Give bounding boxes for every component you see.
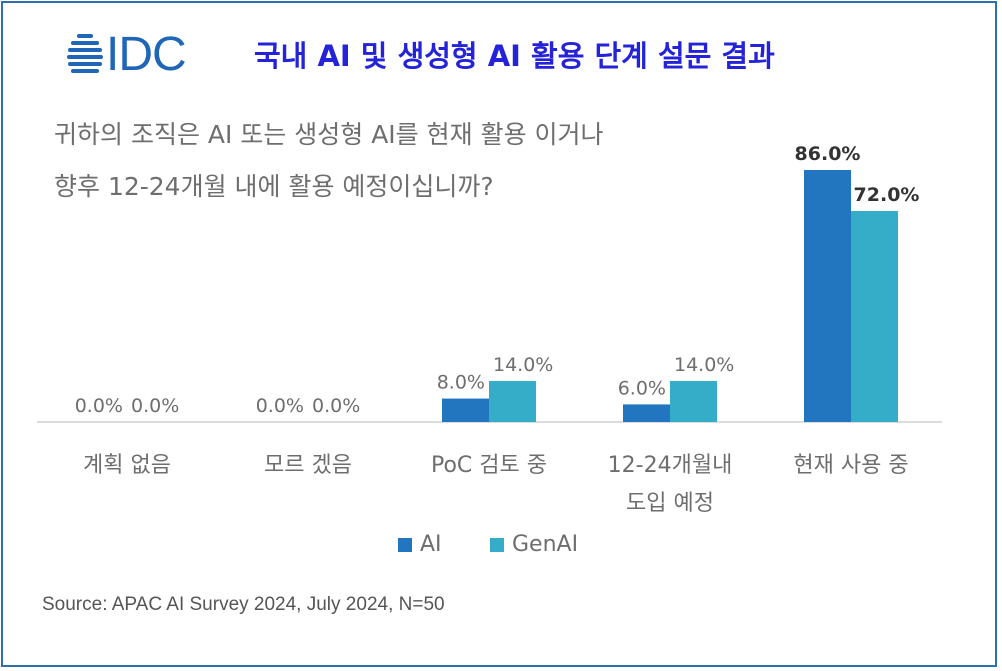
bar-genai-3 xyxy=(670,380,717,422)
bar-genai-2 xyxy=(489,380,536,422)
legend-swatch-ai xyxy=(398,538,412,552)
data-label-ai-3: 6.0% xyxy=(618,377,666,399)
data-label-ai-1: 0.0% xyxy=(256,395,304,417)
bar-ai-2 xyxy=(442,398,489,422)
data-label-genai-0: 0.0% xyxy=(131,395,179,417)
bar-ai-4 xyxy=(804,170,851,422)
category-label-line: 계획 없음 xyxy=(83,453,171,478)
bar-ai-3 xyxy=(623,404,670,422)
data-label-ai-0: 0.0% xyxy=(75,395,123,417)
category-label-line: 12-24개월내 xyxy=(608,453,733,478)
legend-swatch-genai xyxy=(490,538,504,552)
data-label-genai-2: 14.0% xyxy=(493,354,553,376)
category-label-0: 계획 없음 xyxy=(83,453,171,478)
logo-text: IDC xyxy=(106,28,187,81)
question-line-1: 귀하의 조직은 AI 또는 생성형 AI를 현재 활용 이거나 xyxy=(54,120,604,149)
data-label-ai-4: 86.0% xyxy=(795,143,861,165)
category-label-line: 모르 겠음 xyxy=(264,453,352,478)
data-label-genai-4: 72.0% xyxy=(854,184,920,206)
category-label-4: 현재 사용 중 xyxy=(793,453,908,478)
category-label-line: PoC 검토 중 xyxy=(431,453,547,478)
question-line-2: 향후 12-24개월 내에 활용 예정이십니까? xyxy=(54,172,494,201)
data-label-genai-1: 0.0% xyxy=(312,395,360,417)
bar-genai-4 xyxy=(851,211,898,422)
data-label-ai-2: 8.0% xyxy=(437,372,485,394)
data-label-genai-3: 14.0% xyxy=(674,354,734,376)
source-note: Source: APAC AI Survey 2024, July 2024, … xyxy=(42,594,445,615)
category-label-line: 도입 예정 xyxy=(626,491,714,516)
chart-title: 국내 AI 및 생성형 AI 활용 단계 설문 결과 xyxy=(254,39,775,73)
category-label-1: 모르 겠음 xyxy=(264,453,352,478)
globe-icon xyxy=(67,34,103,73)
legend-label-genai: GenAI xyxy=(512,532,579,557)
legend-label-ai: AI xyxy=(420,532,442,557)
category-label-2: PoC 검토 중 xyxy=(431,453,547,478)
category-label-line: 현재 사용 중 xyxy=(793,453,908,478)
idc-logo: IDC xyxy=(64,30,204,80)
